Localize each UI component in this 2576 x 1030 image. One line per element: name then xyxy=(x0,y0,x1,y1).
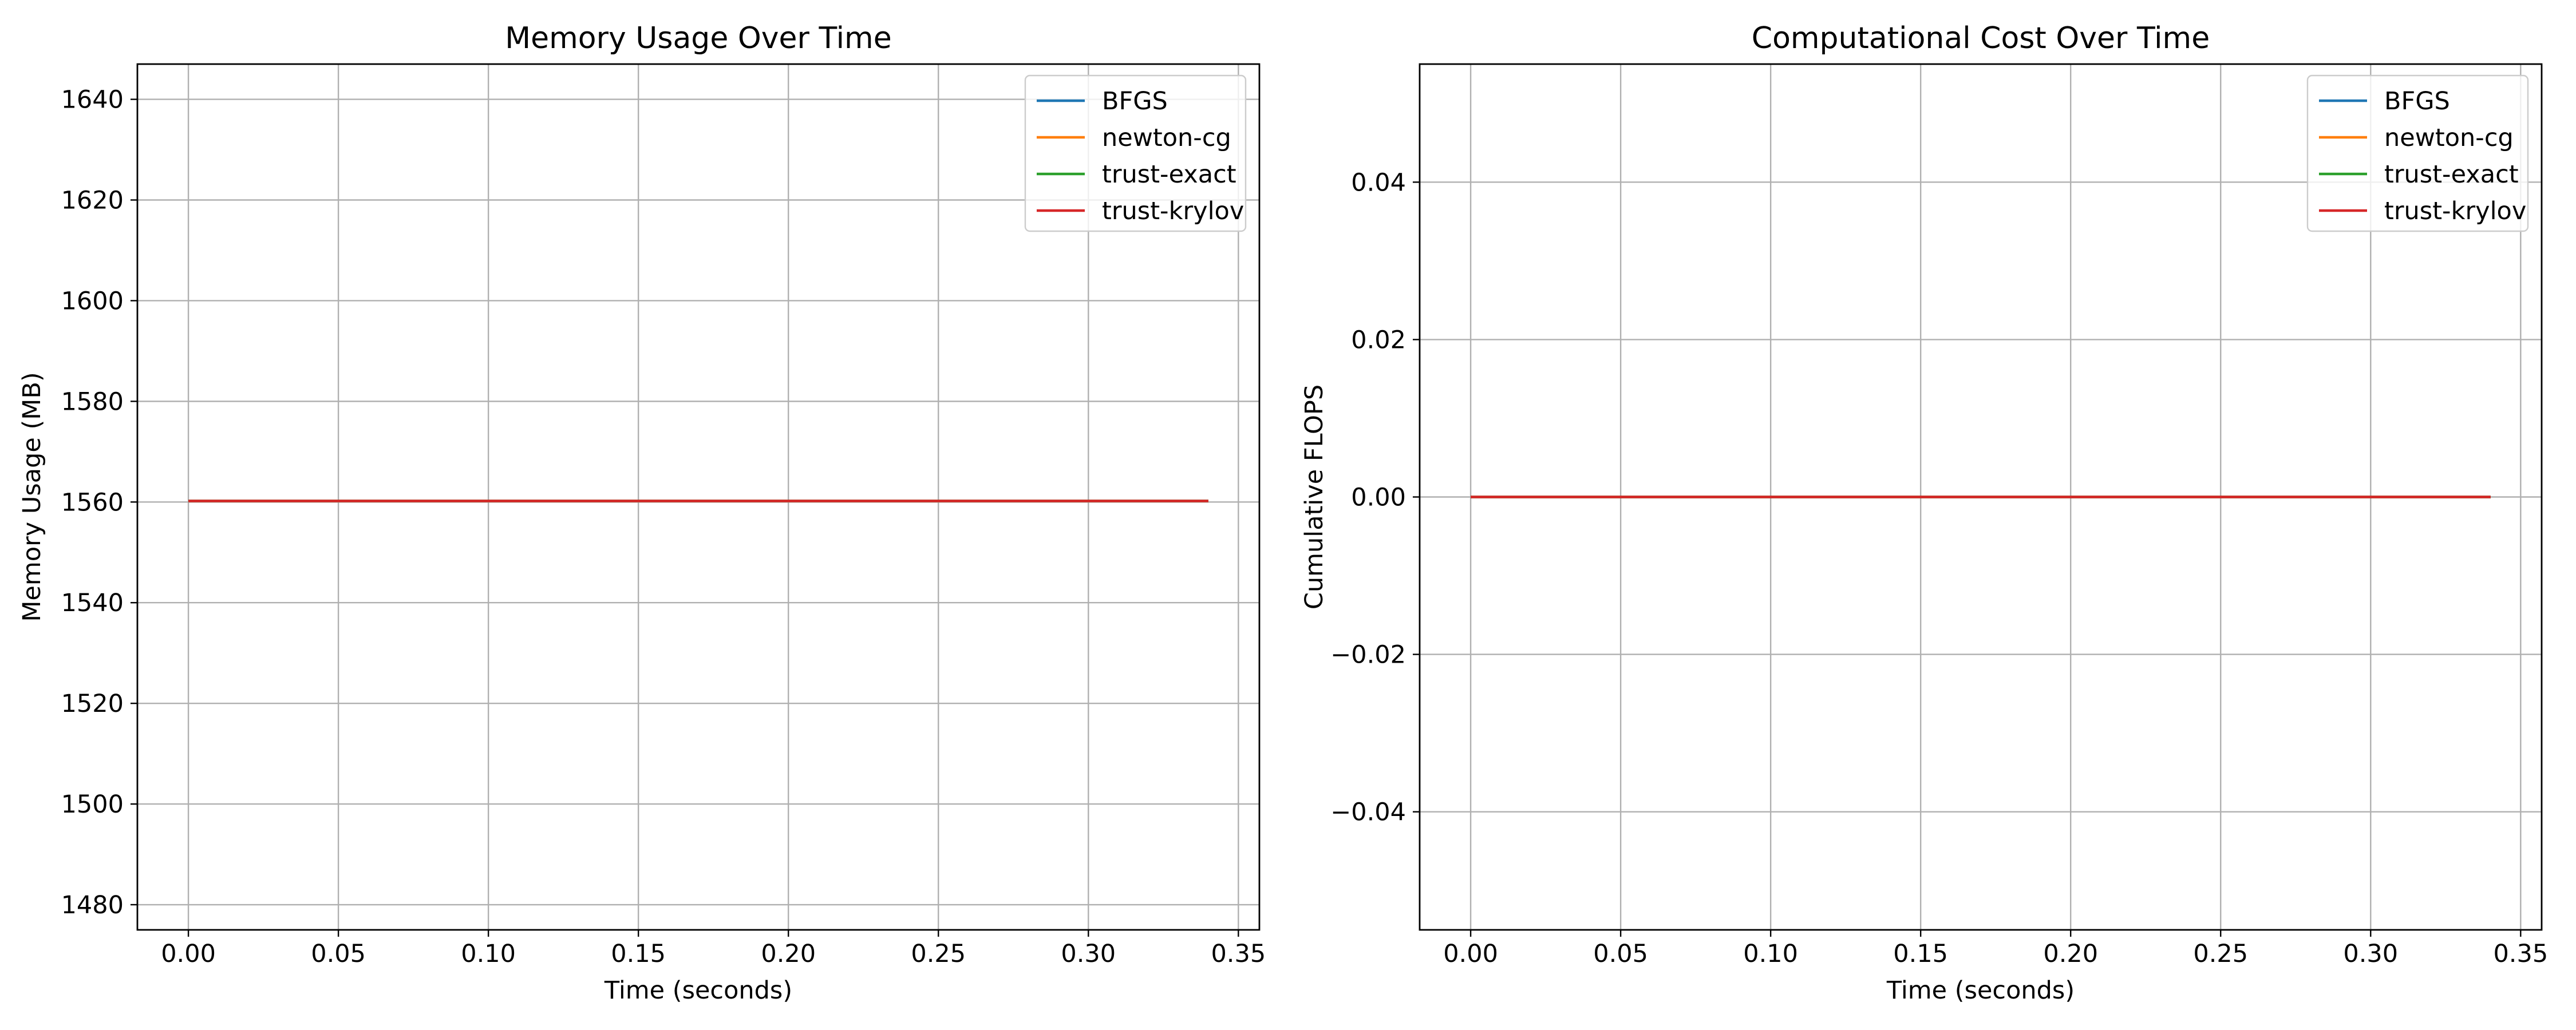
x-tick-label: 0.30 xyxy=(1061,940,1116,968)
legend-label: BFGS xyxy=(2384,87,2450,116)
y-tick-label: 1580 xyxy=(61,387,124,416)
y-tick-label: −0.04 xyxy=(1330,798,1406,827)
legend-label: trust-exact xyxy=(2384,160,2519,189)
legend-label: trust-exact xyxy=(1102,160,1236,189)
legend-label: trust-krylov xyxy=(1102,197,1244,225)
x-tick-label: 0.35 xyxy=(2493,940,2548,968)
x-tick-label: 0.00 xyxy=(1443,940,1498,968)
x-axis-label: Time (seconds) xyxy=(604,976,792,1005)
legend-label: trust-krylov xyxy=(2384,197,2526,225)
legend-label: newton-cg xyxy=(2384,124,2514,152)
y-tick-label: 0.00 xyxy=(1351,484,1406,512)
x-tick-label: 0.30 xyxy=(2343,940,2398,968)
x-tick-label: 0.20 xyxy=(2043,940,2098,968)
legend-box xyxy=(1024,74,1247,232)
y-tick-label: 1480 xyxy=(61,891,124,920)
y-tick-label: 1520 xyxy=(61,690,124,718)
x-tick-label: 0.10 xyxy=(1743,940,1798,968)
computational-cost-chart: 0.00 0.05 0.10 0.15 0.20 0.25 0.30 0.35 −0.04 −0.… xyxy=(1300,21,2548,1005)
y-axis-label: Cumulative FLOPS xyxy=(1300,385,1329,609)
x-tick-label: 0.20 xyxy=(761,940,816,968)
y-tick-label: 1540 xyxy=(61,589,124,617)
x-tick-label: 0.25 xyxy=(911,940,966,968)
x-tick-label: 0.05 xyxy=(1593,940,1648,968)
y-tick-label: 0.04 xyxy=(1351,168,1406,197)
chart-title: Computational Cost Over Time xyxy=(1752,21,2210,56)
y-axis-label: Memory Usage (MB) xyxy=(18,372,46,621)
legend: BFGS newton-cg trust-exact trust-krylov xyxy=(2306,74,2529,232)
y-tick-label: −0.02 xyxy=(1330,641,1406,670)
chart-title: Memory Usage Over Time xyxy=(505,21,891,56)
y-tick-label: 1500 xyxy=(61,790,124,819)
y-tick-label: 1560 xyxy=(61,488,124,517)
x-tick-label: 0.05 xyxy=(311,940,366,968)
x-tick-label: 0.35 xyxy=(1211,940,1266,968)
x-axis-label: Time (seconds) xyxy=(1886,976,2075,1005)
x-tick-label: 0.00 xyxy=(161,940,216,968)
y-tick-label: 0.02 xyxy=(1351,326,1406,354)
x-tick-label: 0.25 xyxy=(2193,940,2248,968)
legend: BFGS newton-cg trust-exact trust-krylov xyxy=(1024,74,1247,232)
x-tick-label: 0.15 xyxy=(1893,940,1948,968)
y-tick-label: 1600 xyxy=(61,287,124,315)
x-tick-label: 0.15 xyxy=(611,940,666,968)
y-tick-label: 1620 xyxy=(61,187,124,215)
legend-box xyxy=(2306,74,2529,232)
memory-usage-chart: 0.00 0.05 0.10 0.15 0.20 0.25 0.30 0.35 1480 1500… xyxy=(18,21,1266,1005)
legend-label: BFGS xyxy=(1102,87,1168,116)
legend-label: newton-cg xyxy=(1102,124,1231,152)
x-tick-label: 0.10 xyxy=(461,940,516,968)
y-tick-label: 1640 xyxy=(61,86,124,114)
axes-frame xyxy=(136,63,1261,931)
